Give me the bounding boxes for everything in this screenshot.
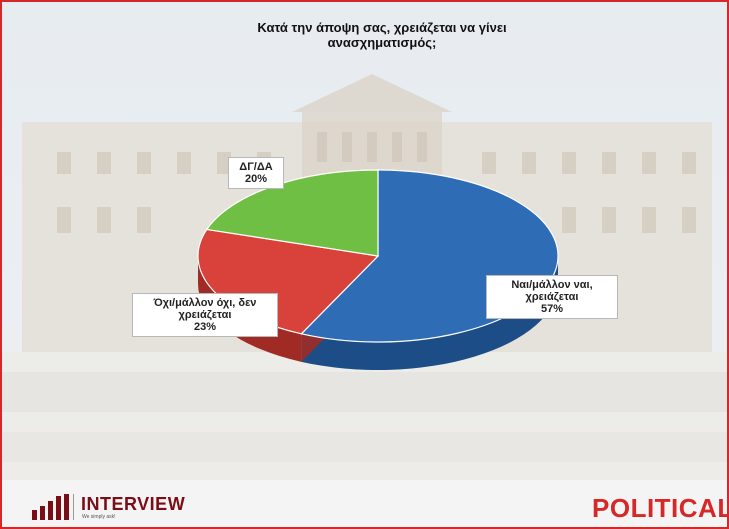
- slice-label-dk: ΔΓ/ΔΑ 20%: [228, 157, 284, 189]
- slice-value-dk: 20%: [244, 173, 268, 185]
- slice-label-yes: Ναι/μάλλον ναι, χρειάζεται 57%: [486, 275, 618, 319]
- chart-title-line-2: ανασχηματισμός;: [327, 35, 437, 50]
- slice-label-dk-line-1: ΔΓ/ΔΑ: [239, 161, 273, 173]
- slice-label-no: Όχι/μάλλον όχι, δεν χρειάζεται 23%: [132, 293, 278, 337]
- interview-name: INTERVIEW: [81, 494, 186, 514]
- pie-slice-side-0-0: [301, 256, 558, 370]
- slice-value-no: 23%: [193, 321, 217, 333]
- slice-label-no-line-1: Όχι/μάλλον όχι, δεν: [153, 297, 257, 309]
- chart-title-line-1: Κατά την άποψη σας, χρειάζεται να γίνει: [257, 20, 507, 35]
- interview-tagline: We simply ask!: [82, 514, 116, 520]
- slice-value-yes: 57%: [540, 303, 564, 315]
- slice-label-no-line-2: χρειάζεται: [178, 309, 232, 321]
- political-logo: POLITICAL: [592, 493, 729, 523]
- slice-label-yes-line-1: Ναι/μάλλον ναι,: [511, 279, 593, 291]
- interview-bars-icon: [32, 494, 74, 520]
- slice-label-yes-line-2: χρειάζεται: [525, 291, 579, 303]
- chart-title: Κατά την άποψη σας, χρειάζεται να γίνει …: [152, 20, 612, 50]
